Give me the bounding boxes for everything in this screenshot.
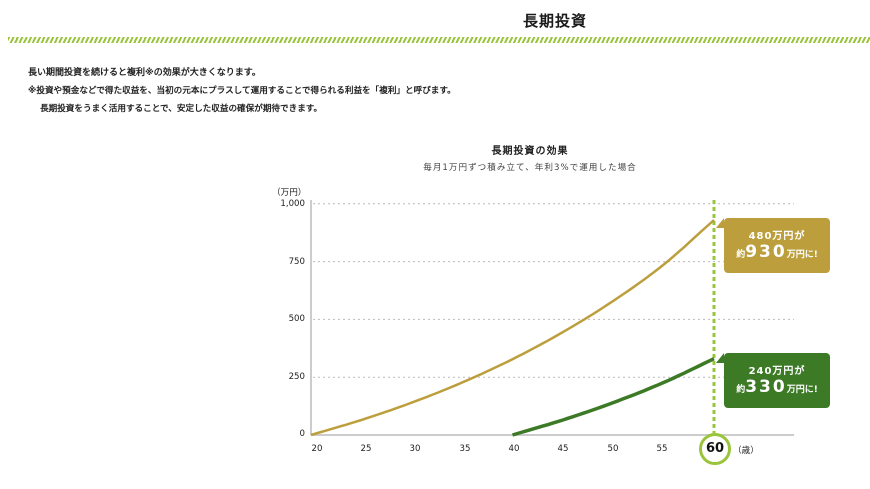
- y-tick-label: 0: [299, 429, 305, 439]
- chart-title: 長期投資の効果: [491, 146, 569, 157]
- x-tick-label: 30: [409, 444, 421, 454]
- x-tick-label: 50: [607, 444, 619, 454]
- chart-gridlines: [313, 203, 794, 378]
- intro-note-continued: 長期投資をうまく活用することで、安定した収益の確保が期待できます。: [40, 104, 323, 114]
- y-tick-label: 1,000: [280, 199, 305, 209]
- callout-suffix: 万円に!: [786, 250, 818, 260]
- y-axis-unit: （万円）: [272, 188, 307, 198]
- y-tick-label: 250: [288, 372, 305, 382]
- x-axis-unit: （歳）: [733, 446, 759, 456]
- x-tick-label: 20: [311, 444, 323, 454]
- series-line-from-20: [310, 219, 715, 437]
- callout-prefix: 約: [736, 385, 746, 395]
- callout-amount: 930: [745, 242, 787, 262]
- callout-principal: 240万円が: [748, 366, 806, 377]
- callout-principal: 480万円が: [748, 231, 806, 242]
- decorative-stripe-divider: [8, 37, 870, 43]
- age-60-badge: 60: [699, 433, 731, 465]
- page-title: 長期投資: [522, 12, 587, 30]
- chart-subtitle: 毎月1万円ずつ積み立て、年利3%で運用した場合: [423, 163, 637, 173]
- y-tick-label: 750: [288, 257, 305, 267]
- series-line-from-40: [511, 357, 715, 437]
- x-tick-label: 45: [557, 444, 569, 454]
- callout-result: 約930万円に!: [724, 242, 830, 262]
- intro-note: ※投資や預金などで得た収益を、当初の元本にプラスして運用することで得られる利益を…: [28, 86, 456, 96]
- callout-from-40: 240万円が 約330万円に!: [716, 353, 830, 408]
- x-tick-label: 55: [656, 444, 668, 454]
- intro-text: 長い期間投資を続けると複利※の効果が大きくなります。 ※投資や預金などで得た収益…: [28, 64, 456, 118]
- callout-suffix: 万円に!: [786, 385, 818, 395]
- callout-amount: 330: [745, 377, 787, 397]
- callout-prefix: 約: [736, 250, 746, 260]
- x-tick-label: 35: [459, 444, 471, 454]
- y-tick-label: 500: [288, 314, 305, 324]
- callout-result: 約330万円に!: [724, 377, 830, 397]
- intro-lead: 長い期間投資を続けると複利※の効果が大きくなります。: [28, 68, 261, 78]
- x-tick-label: 25: [360, 444, 372, 454]
- x-tick-label: 40: [508, 444, 520, 454]
- callout-from-20: 480万円が 約930万円に!: [716, 218, 830, 273]
